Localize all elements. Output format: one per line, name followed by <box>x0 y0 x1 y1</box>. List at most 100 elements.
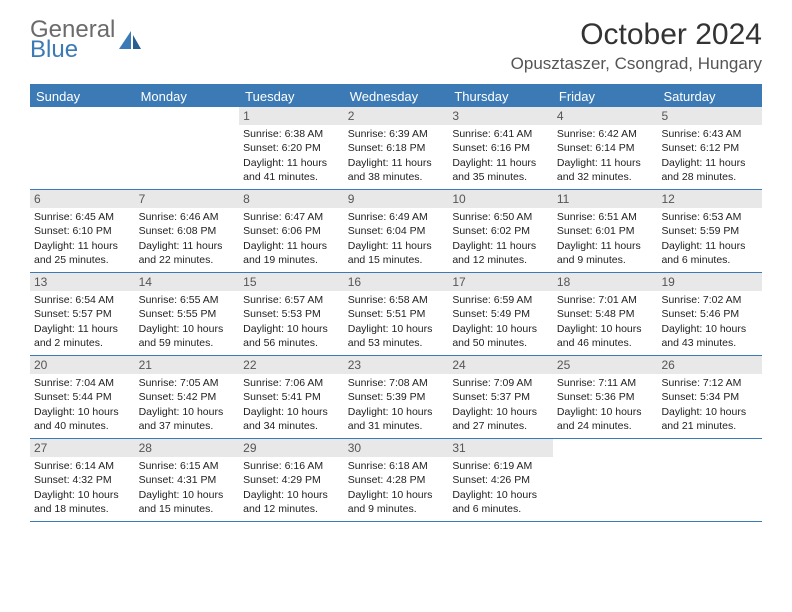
day-info-line: Sunrise: 7:08 AM <box>346 376 447 390</box>
dow-cell: Tuesday <box>239 86 344 107</box>
day-info-line: Daylight: 11 hours <box>555 239 656 253</box>
day-info-line: and 12 minutes. <box>450 253 551 267</box>
day-info-line: Sunrise: 6:59 AM <box>450 293 551 307</box>
day-info-line: and 53 minutes. <box>346 336 447 350</box>
day-info-line: Sunset: 5:42 PM <box>137 390 238 404</box>
day-info-line: Daylight: 10 hours <box>32 488 133 502</box>
day-info-line: Sunrise: 6:19 AM <box>450 459 551 473</box>
header: General Blue October 2024 Opusztaszer, C… <box>30 18 762 74</box>
day-cell: 9Sunrise: 6:49 AMSunset: 6:04 PMDaylight… <box>344 190 449 272</box>
day-info-line: Sunrise: 6:43 AM <box>659 127 760 141</box>
day-info-line: Sunset: 6:18 PM <box>346 141 447 155</box>
day-cell: 5Sunrise: 6:43 AMSunset: 6:12 PMDaylight… <box>657 107 762 189</box>
day-number: 6 <box>30 190 135 208</box>
day-info-line: Sunset: 6:01 PM <box>555 224 656 238</box>
day-info-line: Daylight: 11 hours <box>346 156 447 170</box>
day-info-line: Sunset: 5:44 PM <box>32 390 133 404</box>
day-info-line: Daylight: 10 hours <box>450 405 551 419</box>
day-info-line: and 6 minutes. <box>450 502 551 516</box>
location: Opusztaszer, Csongrad, Hungary <box>511 54 762 74</box>
day-info-line: Sunset: 5:48 PM <box>555 307 656 321</box>
day-info-line: Sunset: 6:08 PM <box>137 224 238 238</box>
day-info-line: Sunrise: 6:45 AM <box>32 210 133 224</box>
day-info-line: Daylight: 11 hours <box>32 322 133 336</box>
week-row: ..1Sunrise: 6:38 AMSunset: 6:20 PMDaylig… <box>30 107 762 190</box>
day-info-line: Daylight: 10 hours <box>555 322 656 336</box>
day-info-line: Sunset: 5:36 PM <box>555 390 656 404</box>
day-cell: 10Sunrise: 6:50 AMSunset: 6:02 PMDayligh… <box>448 190 553 272</box>
day-info-line: Sunrise: 6:16 AM <box>241 459 342 473</box>
day-info-line: Sunrise: 7:02 AM <box>659 293 760 307</box>
day-info-line: Sunset: 4:32 PM <box>32 473 133 487</box>
day-number: 14 <box>135 273 240 291</box>
day-info-line: Sunrise: 6:41 AM <box>450 127 551 141</box>
day-cell: 27Sunrise: 6:14 AMSunset: 4:32 PMDayligh… <box>30 439 135 521</box>
day-info-line: Sunset: 5:59 PM <box>659 224 760 238</box>
day-number: 16 <box>344 273 449 291</box>
day-info-line: Daylight: 11 hours <box>32 239 133 253</box>
day-info-line: Sunrise: 6:15 AM <box>137 459 238 473</box>
day-info-line: and 18 minutes. <box>32 502 133 516</box>
day-info-line: Sunset: 5:51 PM <box>346 307 447 321</box>
day-info-line: Daylight: 10 hours <box>137 322 238 336</box>
day-number: 23 <box>344 356 449 374</box>
day-info-line: Daylight: 10 hours <box>659 405 760 419</box>
day-info-line: and 59 minutes. <box>137 336 238 350</box>
day-info-line: Sunset: 5:34 PM <box>659 390 760 404</box>
day-info-line: Daylight: 10 hours <box>346 322 447 336</box>
day-info-line: Sunrise: 6:18 AM <box>346 459 447 473</box>
day-number: 18 <box>553 273 658 291</box>
logo-text-block: General Blue <box>30 18 115 62</box>
day-info-line: Sunset: 6:02 PM <box>450 224 551 238</box>
day-info-line: and 25 minutes. <box>32 253 133 267</box>
day-info-line: and 31 minutes. <box>346 419 447 433</box>
day-info-line: Sunrise: 7:05 AM <box>137 376 238 390</box>
day-cell: . <box>553 439 658 521</box>
day-info-line: and 9 minutes. <box>346 502 447 516</box>
day-cell: . <box>30 107 135 189</box>
day-info-line: Daylight: 10 hours <box>450 488 551 502</box>
day-info-line: Sunrise: 6:49 AM <box>346 210 447 224</box>
dow-cell: Friday <box>553 86 658 107</box>
day-number: 12 <box>657 190 762 208</box>
dow-cell: Sunday <box>30 86 135 107</box>
day-info-line: Sunset: 4:28 PM <box>346 473 447 487</box>
day-info-line: Daylight: 11 hours <box>241 156 342 170</box>
dow-row: SundayMondayTuesdayWednesdayThursdayFrid… <box>30 86 762 107</box>
day-info-line: Daylight: 10 hours <box>241 488 342 502</box>
day-info-line: Daylight: 11 hours <box>346 239 447 253</box>
day-number: 28 <box>135 439 240 457</box>
week-row: 6Sunrise: 6:45 AMSunset: 6:10 PMDaylight… <box>30 190 762 273</box>
day-info-line: and 43 minutes. <box>659 336 760 350</box>
day-number: 15 <box>239 273 344 291</box>
day-info-line: Sunrise: 7:12 AM <box>659 376 760 390</box>
day-number: 30 <box>344 439 449 457</box>
day-cell: 25Sunrise: 7:11 AMSunset: 5:36 PMDayligh… <box>553 356 658 438</box>
day-info-line: Sunset: 5:39 PM <box>346 390 447 404</box>
week-row: 20Sunrise: 7:04 AMSunset: 5:44 PMDayligh… <box>30 356 762 439</box>
day-info-line: Sunset: 6:14 PM <box>555 141 656 155</box>
day-info-line: and 34 minutes. <box>241 419 342 433</box>
day-info-line: and 15 minutes. <box>346 253 447 267</box>
day-info-line: and 9 minutes. <box>555 253 656 267</box>
day-cell: 23Sunrise: 7:08 AMSunset: 5:39 PMDayligh… <box>344 356 449 438</box>
dow-cell: Saturday <box>657 86 762 107</box>
day-cell: 19Sunrise: 7:02 AMSunset: 5:46 PMDayligh… <box>657 273 762 355</box>
day-cell: 1Sunrise: 6:38 AMSunset: 6:20 PMDaylight… <box>239 107 344 189</box>
day-info-line: and 46 minutes. <box>555 336 656 350</box>
day-info-line: Daylight: 11 hours <box>659 239 760 253</box>
day-info-line: Sunset: 5:55 PM <box>137 307 238 321</box>
day-info-line: Sunset: 6:04 PM <box>346 224 447 238</box>
day-info-line: Daylight: 10 hours <box>137 488 238 502</box>
logo: General Blue <box>30 18 143 62</box>
day-info-line: Daylight: 11 hours <box>450 239 551 253</box>
day-cell: 16Sunrise: 6:58 AMSunset: 5:51 PMDayligh… <box>344 273 449 355</box>
day-cell: 4Sunrise: 6:42 AMSunset: 6:14 PMDaylight… <box>553 107 658 189</box>
day-cell: 28Sunrise: 6:15 AMSunset: 4:31 PMDayligh… <box>135 439 240 521</box>
day-info-line: Daylight: 10 hours <box>32 405 133 419</box>
day-info-line: and 38 minutes. <box>346 170 447 184</box>
day-info-line: Sunrise: 6:50 AM <box>450 210 551 224</box>
day-info-line: Sunset: 6:06 PM <box>241 224 342 238</box>
day-info-line: Sunrise: 7:04 AM <box>32 376 133 390</box>
day-info-line: Sunrise: 6:38 AM <box>241 127 342 141</box>
